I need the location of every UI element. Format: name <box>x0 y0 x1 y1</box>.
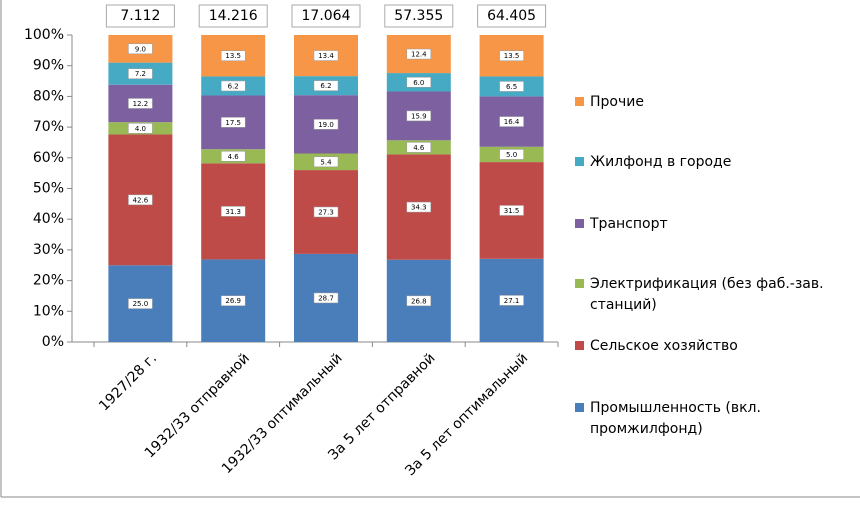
data-label: 16.4 <box>504 118 520 126</box>
y-tick-label: 70% <box>33 119 64 135</box>
data-label: 13.4 <box>318 52 334 60</box>
data-label: 42.6 <box>133 196 149 204</box>
data-label: 5.4 <box>320 158 332 166</box>
y-tick-label: 40% <box>33 211 64 227</box>
data-label-box <box>128 43 153 55</box>
legend-swatch <box>575 157 584 166</box>
data-label: 6.5 <box>506 83 517 91</box>
data-label: 26.9 <box>225 297 241 305</box>
data-label: 34.3 <box>411 204 427 212</box>
data-label-box <box>499 81 524 92</box>
legend-label: Транспорт <box>590 216 668 232</box>
data-label: 4.6 <box>413 144 425 152</box>
legend-label: Жилфонд в городе <box>590 154 732 170</box>
data-label: 26.8 <box>411 297 427 305</box>
total-box <box>198 4 268 28</box>
data-label-box <box>220 151 246 162</box>
total-label: 17.064 <box>302 8 351 24</box>
y-tick-label: 90% <box>33 58 64 74</box>
data-label-box <box>220 80 246 92</box>
data-label-box <box>499 205 524 216</box>
data-label: 6.0 <box>413 79 424 87</box>
data-label: 4.0 <box>135 125 146 133</box>
legend-swatch <box>575 279 584 288</box>
legend-label: Прочие <box>590 94 644 110</box>
data-label-box <box>313 206 339 218</box>
y-tick-label: 60% <box>33 150 64 166</box>
data-label-box <box>220 295 246 306</box>
y-tick-label: 20% <box>33 273 64 289</box>
legend-label: Электрификация (без фаб.-зав. станций) <box>590 276 824 313</box>
data-label: 25.0 <box>133 300 149 308</box>
data-label: 5.0 <box>506 151 517 159</box>
data-label-box <box>313 292 339 304</box>
data-label-box <box>220 50 246 61</box>
data-label: 28.7 <box>318 294 334 302</box>
data-label-box <box>499 295 524 306</box>
y-tick-label: 0% <box>42 334 64 350</box>
legend-label: Сельское хозяйство <box>590 338 738 354</box>
x-tick-label: 1927/28 г. <box>96 350 160 414</box>
y-tick-label: 100% <box>24 27 64 43</box>
data-label-box <box>406 77 432 88</box>
data-label: 13.5 <box>504 52 520 60</box>
data-label-box <box>220 117 246 128</box>
data-label: 31.3 <box>225 208 241 216</box>
data-label-box <box>406 142 432 153</box>
data-label: 6.2 <box>320 82 331 90</box>
data-label-box <box>313 50 339 61</box>
total-box <box>477 4 547 28</box>
data-label-box <box>406 295 432 307</box>
x-tick-label: За 5 лет отправной <box>325 350 438 463</box>
total-box <box>384 4 454 28</box>
data-label-box <box>406 48 432 60</box>
data-label-box <box>128 194 153 206</box>
data-label-box <box>313 80 339 91</box>
data-label-box <box>313 156 339 168</box>
total-label: 64.405 <box>487 8 536 24</box>
total-box <box>105 4 175 28</box>
data-label-box <box>128 68 153 79</box>
data-label: 12.2 <box>133 100 149 108</box>
total-box <box>291 4 361 28</box>
data-label-box <box>499 116 524 127</box>
data-label-box <box>406 201 432 213</box>
data-label: 9.0 <box>135 45 146 53</box>
total-label: 57.355 <box>394 8 443 24</box>
data-label-box <box>220 206 246 217</box>
data-label: 17.5 <box>225 119 241 127</box>
data-label: 27.1 <box>504 297 520 305</box>
legend-swatch <box>575 97 584 106</box>
data-label: 12.4 <box>411 51 427 59</box>
data-label-box <box>406 110 432 122</box>
data-label: 19.0 <box>318 121 334 129</box>
y-tick-label: 30% <box>33 242 64 258</box>
legend-swatch <box>575 341 584 350</box>
x-tick-label: 1932/33 отправной <box>142 350 253 461</box>
data-label: 15.9 <box>411 112 427 120</box>
data-label: 6.2 <box>228 82 239 90</box>
legend-label: Промышленность (вкл. промжилфонд) <box>590 400 761 437</box>
data-label: 7.2 <box>135 70 146 78</box>
data-label: 27.3 <box>318 208 334 216</box>
total-label: 14.216 <box>209 8 258 24</box>
data-label-box <box>499 50 524 61</box>
data-label: 4.6 <box>228 153 240 161</box>
total-label: 7.112 <box>120 8 160 24</box>
y-tick-label: 80% <box>33 88 64 104</box>
data-label-box <box>499 149 524 160</box>
y-tick-label: 50% <box>33 181 64 197</box>
data-label-box <box>128 123 153 134</box>
data-label-box <box>313 119 339 130</box>
data-label: 31.5 <box>504 207 520 215</box>
legend-swatch <box>575 403 584 412</box>
data-label: 13.5 <box>225 52 241 60</box>
y-tick-label: 10% <box>33 303 64 319</box>
legend-swatch <box>575 219 584 228</box>
data-label-box <box>128 298 153 309</box>
data-label-box <box>128 98 153 109</box>
